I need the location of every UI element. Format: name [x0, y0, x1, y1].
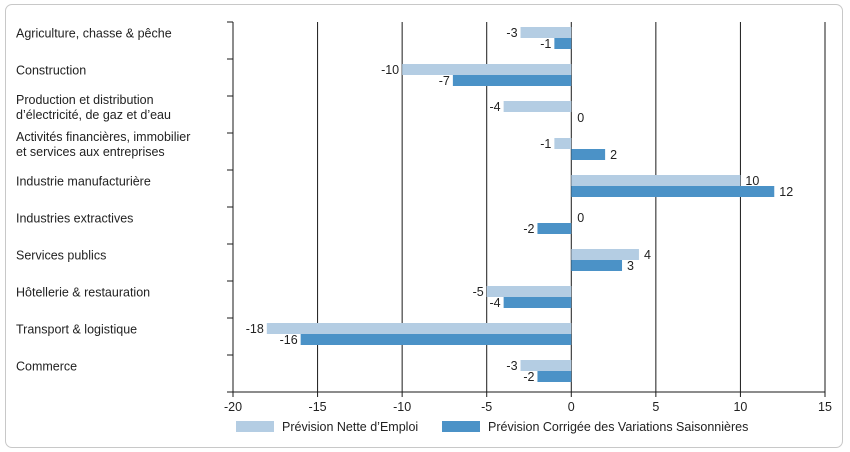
category-label: Agriculture, chasse & pêche [16, 27, 172, 41]
x-tick-label: -20 [224, 400, 242, 414]
data-label: 0 [577, 111, 584, 125]
data-label: 4 [644, 248, 651, 262]
x-tick-label: -10 [393, 400, 411, 414]
data-label: -4 [490, 296, 501, 310]
bar [402, 64, 572, 75]
category-label: Industrie manufacturière [16, 175, 151, 189]
x-tick-label: 10 [733, 400, 747, 414]
bar [571, 149, 606, 160]
legend-label: Prévision Nette d’Emploi [282, 420, 418, 434]
x-tick-label: 5 [652, 400, 659, 414]
bar [554, 138, 572, 149]
bar [554, 38, 572, 49]
legend-swatch [236, 421, 274, 432]
bar [452, 75, 572, 86]
category-label: Industries extractives [16, 212, 133, 226]
data-label: 3 [627, 259, 634, 273]
data-label: 10 [745, 174, 759, 188]
data-label: -1 [540, 37, 551, 51]
data-label: 12 [779, 185, 793, 199]
bar [520, 360, 572, 371]
x-tick-label: 0 [568, 400, 575, 414]
data-label: -3 [506, 359, 517, 373]
bar [571, 186, 775, 197]
data-label: -2 [523, 370, 534, 384]
x-tick-label: 15 [818, 400, 832, 414]
bar [571, 175, 741, 186]
category-label: Commerce [16, 360, 77, 374]
bar [300, 334, 572, 345]
data-label: -18 [246, 322, 264, 336]
bar [266, 323, 572, 334]
data-label: -5 [473, 285, 484, 299]
bar [503, 297, 572, 308]
x-tick-label: -15 [309, 400, 327, 414]
bar [486, 286, 572, 297]
legend-swatch [442, 421, 480, 432]
legend-label: Prévision Corrigée des Variations Saison… [488, 420, 748, 434]
legend: Prévision Nette d’Emploi Prévision Corrig… [236, 420, 748, 434]
x-tick-label: -5 [481, 400, 492, 414]
data-label: 2 [610, 148, 617, 162]
bar-chart: -20 -15 -10 -5 0 5 10 15 Agriculture, chasse & … [16, 21, 832, 434]
category-label: Hôtellerie & restauration [16, 286, 150, 300]
data-label: -10 [381, 63, 399, 77]
bar [503, 101, 572, 112]
data-label: -7 [439, 74, 450, 88]
axes: -20 -15 -10 -5 0 5 10 15 [224, 21, 832, 414]
bar [571, 260, 623, 271]
data-label: -1 [540, 137, 551, 151]
bars [266, 27, 775, 382]
data-label: -2 [523, 222, 534, 236]
data-label: -4 [490, 100, 501, 114]
chart-frame: -20 -15 -10 -5 0 5 10 15 Agriculture, chasse & … [5, 4, 843, 448]
labels: Agriculture, chasse & pêche Construction P… [16, 26, 793, 384]
bar [571, 249, 639, 260]
category-label: Construction [16, 64, 86, 78]
data-label: -3 [506, 26, 517, 40]
category-label: Production et distribution d’électricité,… [16, 93, 171, 122]
category-label: Activités financières, immobilier et serv… [16, 130, 190, 159]
data-label: -16 [280, 333, 298, 347]
category-label: Services publics [16, 249, 106, 263]
bar [520, 27, 572, 38]
data-label: 0 [577, 211, 584, 225]
category-label: Transport & logistique [16, 323, 137, 337]
bar [537, 371, 572, 382]
bar [537, 223, 572, 234]
